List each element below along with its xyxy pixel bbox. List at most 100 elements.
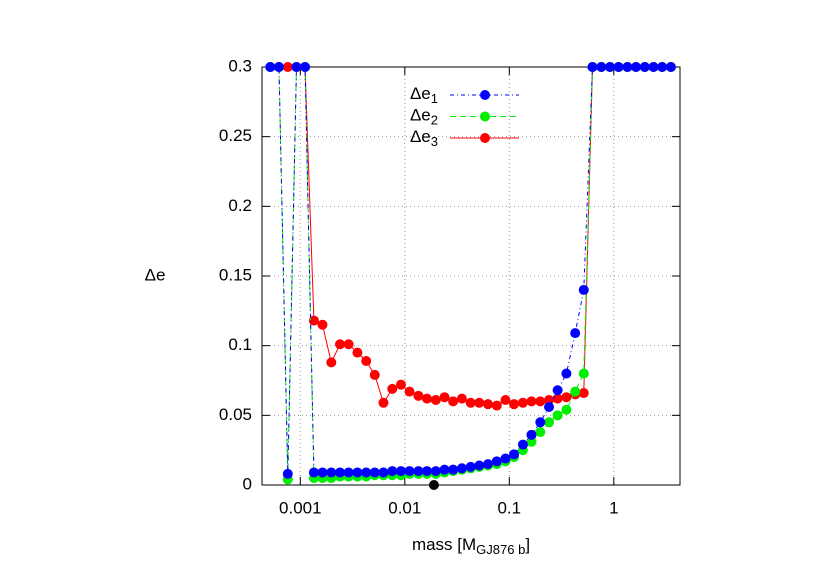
y-tick-label: 0.25 [219, 126, 252, 145]
data-point [509, 399, 520, 410]
data-point [361, 355, 372, 366]
data-point [622, 62, 633, 72]
x-tick-label: 0.1 [497, 498, 521, 517]
data-point [587, 62, 598, 72]
data-point [343, 339, 354, 350]
data-point [500, 453, 511, 464]
data-point [517, 397, 528, 408]
x-tick-label: 1 [609, 498, 618, 517]
data-point [448, 396, 459, 407]
data-point [630, 62, 641, 72]
data-point [604, 62, 615, 72]
data-point [657, 62, 668, 72]
data-point [500, 395, 511, 406]
data-point [491, 456, 502, 467]
data-point [421, 393, 432, 404]
data-point [369, 369, 380, 380]
plot-frame [261, 66, 681, 486]
data-point [404, 386, 415, 397]
data-point [491, 400, 502, 411]
data-point [561, 392, 572, 403]
data-point [526, 436, 537, 447]
y-tick-label: 0.2 [228, 196, 252, 215]
data-point [544, 401, 555, 412]
data-point [578, 388, 589, 399]
data-point [570, 328, 581, 339]
data-point [596, 62, 607, 72]
data-point [326, 467, 337, 478]
data-point [395, 466, 406, 477]
data-point [456, 463, 467, 474]
series-line [270, 66, 671, 480]
data-point [465, 397, 476, 408]
data-point [361, 467, 372, 478]
data-point [561, 368, 572, 379]
data-point [265, 62, 276, 72]
y-tick-label: 0.15 [219, 265, 252, 284]
data-point [317, 467, 328, 478]
x-tick-label: 0.001 [279, 498, 322, 517]
data-point [282, 468, 293, 479]
data-point [509, 449, 520, 460]
data-point [335, 339, 346, 350]
data-point [474, 397, 485, 408]
data-point [308, 467, 319, 478]
data-point [456, 393, 467, 404]
data-point [517, 439, 528, 450]
data-point [369, 467, 380, 478]
data-point [544, 417, 555, 428]
data-point [430, 395, 441, 406]
data-point [526, 429, 537, 440]
data-point [578, 368, 589, 379]
series-line [270, 66, 671, 474]
data-point [639, 62, 650, 72]
data-point [308, 315, 319, 326]
data-point [561, 404, 572, 415]
legend-label: Δe1 [410, 84, 438, 106]
data-point [578, 284, 589, 295]
y-axis-label: Δe [145, 265, 166, 284]
data-point [291, 62, 302, 72]
data-point [413, 390, 424, 401]
legend-label: Δe2 [410, 106, 438, 128]
legend-label: Δe3 [410, 127, 438, 149]
data-point [570, 386, 581, 397]
data-point [465, 461, 476, 472]
data-point [439, 464, 450, 475]
data-point [535, 396, 546, 407]
data-point [439, 392, 450, 403]
legend-marker [480, 111, 490, 122]
data-point [648, 62, 659, 72]
data-point [535, 417, 546, 428]
data-point [387, 466, 398, 477]
data-point [335, 467, 346, 478]
data-point [352, 347, 363, 358]
legend-marker [480, 90, 490, 100]
y-tick-label: 0.3 [228, 56, 252, 75]
data-point [482, 459, 493, 470]
data-point [404, 466, 415, 477]
data-point [448, 464, 459, 475]
x-axis-label: mass [MGJ876 b] [412, 535, 530, 557]
data-point [665, 62, 676, 72]
highlight-point [428, 480, 439, 490]
data-point [326, 357, 337, 368]
data-point [552, 410, 563, 421]
data-point [378, 467, 389, 478]
data-point [474, 460, 485, 471]
y-tick-label: 0.1 [228, 335, 252, 354]
series-line [270, 66, 671, 407]
data-point [482, 399, 493, 410]
data-point [378, 397, 389, 408]
data-point [300, 62, 311, 72]
data-point [317, 319, 328, 330]
data-point [552, 385, 563, 396]
data-point [352, 467, 363, 478]
data-point [535, 427, 546, 438]
data-point [430, 466, 441, 477]
data-point [273, 62, 284, 72]
data-point [413, 466, 424, 477]
x-tick-label: 0.01 [388, 498, 421, 517]
data-point [282, 62, 293, 72]
